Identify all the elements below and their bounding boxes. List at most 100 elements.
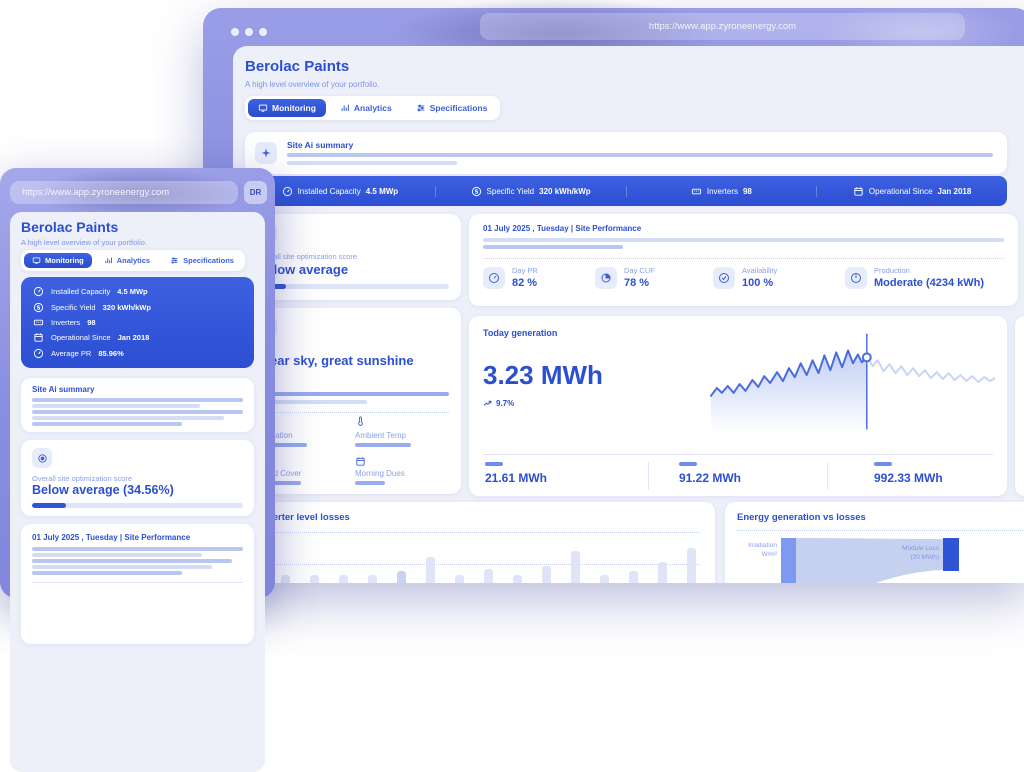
total-col: 21.61 MWh (469, 462, 648, 490)
metric-day-cuf: Day CUF 78 % (595, 266, 655, 289)
skeleton-line (32, 565, 212, 569)
window-dot[interactable] (245, 28, 253, 36)
optimization-label: Overall site optimization score (32, 474, 133, 483)
page-subtitle: A high level overview of your portfolio. (245, 80, 380, 89)
tab-monitoring[interactable]: Monitoring (248, 99, 326, 117)
generation-totals: 21.61 MWh 91.22 MWh 992.33 MWh (469, 462, 1007, 490)
loss-bar (571, 551, 580, 583)
weather-headline: Clear sky, great sunshine (257, 353, 414, 368)
optimization-status: Below average (34.56%) (32, 483, 174, 497)
metric-day-pr: Day PR 82 % (483, 266, 538, 289)
weather-metric-label: Ambient Temp (355, 431, 406, 440)
divider (257, 412, 449, 413)
optimization-card-front: Overall site optimization score Below av… (21, 440, 254, 516)
browser-window-back: https://www.app.zyroneenergy.com Berolac… (203, 0, 1024, 583)
metric-production: Production Moderate (4234 kWh) (845, 266, 984, 289)
stat-inverters: Inverters 98 (625, 185, 817, 197)
site-stats-panel: Installed Capacity 4.5 MWp Specific Yiel… (21, 277, 254, 368)
tab-specifications[interactable]: Specifications (162, 253, 242, 268)
site-performance-card: 01 July 2025 , Tuesday | Site Performanc… (21, 524, 254, 644)
check-circle-icon (713, 266, 735, 289)
metric-label: Day PR (512, 266, 538, 275)
tab-label: Monitoring (272, 103, 316, 113)
page-title: Berolac Paints (21, 219, 119, 235)
url-bar[interactable]: https://www.app.zyroneenergy.com (480, 13, 965, 40)
tab-label: Monitoring (45, 256, 84, 265)
site-stats-bar: Installed Capacity 4.5 MWp Specific Yiel… (245, 176, 1007, 206)
chrome-blur-blob (30, 168, 250, 218)
loss-bar (484, 569, 493, 583)
divider (259, 532, 701, 533)
stat-label: Operational Since (868, 186, 933, 196)
skeleton-line (483, 238, 1004, 242)
optimization-card-back: Overall site optimization score Below av… (245, 214, 461, 300)
window-dot[interactable] (259, 28, 267, 36)
sankey-source-unit: W/m² (761, 551, 777, 558)
trend-up-icon (483, 399, 492, 408)
metric-availability: Availability 100 % (713, 266, 777, 289)
thermometer-icon (355, 416, 366, 427)
ai-summary-title: Site Ai summary (32, 385, 95, 394)
progress-bar (32, 503, 243, 508)
loss-bar (339, 575, 348, 583)
inverter-icon (691, 186, 702, 197)
metric-value: 82 % (512, 277, 538, 289)
window-dot[interactable] (231, 28, 239, 36)
skeleton-line (355, 481, 385, 485)
gauge-icon (33, 286, 44, 297)
chart-marker-point (861, 352, 872, 363)
loss-bar (397, 571, 406, 583)
skeleton-line (32, 553, 202, 557)
metric-label: Day CUF (624, 266, 655, 275)
stat-value: Jan 2018 (117, 333, 150, 343)
sankey-module-loss-label: Module Loss (902, 545, 940, 552)
tab-analytics[interactable]: Analytics (330, 99, 402, 117)
target-icon (32, 448, 52, 468)
skeleton-line (287, 161, 457, 165)
stat-value: 4.5 MWp (117, 287, 148, 297)
tab-label: Analytics (353, 103, 392, 113)
generation-change-value: 9.7% (496, 399, 515, 408)
tab-analytics[interactable]: Analytics (96, 253, 158, 268)
sankey-flow-upper (796, 538, 943, 583)
tab-specifications[interactable]: Specifications (406, 99, 498, 117)
sliders-icon (416, 103, 426, 113)
stat-value: Jan 2018 (937, 186, 972, 196)
stat-operational-since: Operational Since Jan 2018 (816, 185, 1007, 197)
tab-bar: Monitoring Analytics Specifications (245, 96, 501, 120)
sankey-chart: Irradiation W/m² Module Loss (20 MWh) Wi… (748, 538, 959, 583)
bar-chart-icon (340, 103, 350, 113)
loss-bar (513, 575, 522, 583)
divider (483, 454, 993, 455)
optimization-status: Below average (257, 262, 349, 277)
browser-window-front: https://www.app.zyroneenergy.com DR Bero… (0, 168, 275, 772)
window-controls[interactable] (231, 28, 267, 36)
stat-value: 320 kWh/kWp (102, 302, 151, 312)
app-content: Berolac Paints A high level overview of … (10, 212, 265, 772)
monitor-icon (32, 256, 41, 265)
sankey-module-loss-node (943, 538, 959, 571)
loss-bar (629, 571, 638, 583)
stat-value: 98 (742, 186, 752, 196)
stat-label: Specific Yield (51, 302, 96, 312)
loss-bar (687, 548, 696, 583)
url-bar[interactable]: https://www.app.zyroneenergy.com (10, 181, 238, 204)
generation-current-value: 3.23 MWh (483, 360, 603, 390)
metric-value: Moderate (4234 kWh) (874, 277, 985, 289)
stat-value: 98 (87, 317, 96, 327)
skeleton-line (32, 416, 224, 420)
stat-label: Specific Yield (486, 186, 535, 196)
loss-bar (455, 575, 464, 583)
stat-label: Installed Capacity (297, 186, 361, 196)
progress-bar (257, 284, 449, 289)
tab-bar: Monitoring Analytics Specifications (21, 250, 245, 271)
tab-monitoring[interactable]: Monitoring (24, 253, 92, 268)
generation-chart[interactable] (709, 330, 995, 436)
bar-chart-icon (104, 256, 113, 265)
skeleton-line (32, 410, 243, 414)
loss-bar (281, 575, 290, 583)
progress-fill (32, 503, 66, 508)
user-avatar[interactable]: DR (244, 181, 267, 204)
skeleton-line (32, 571, 182, 575)
loss-bar (426, 557, 435, 583)
